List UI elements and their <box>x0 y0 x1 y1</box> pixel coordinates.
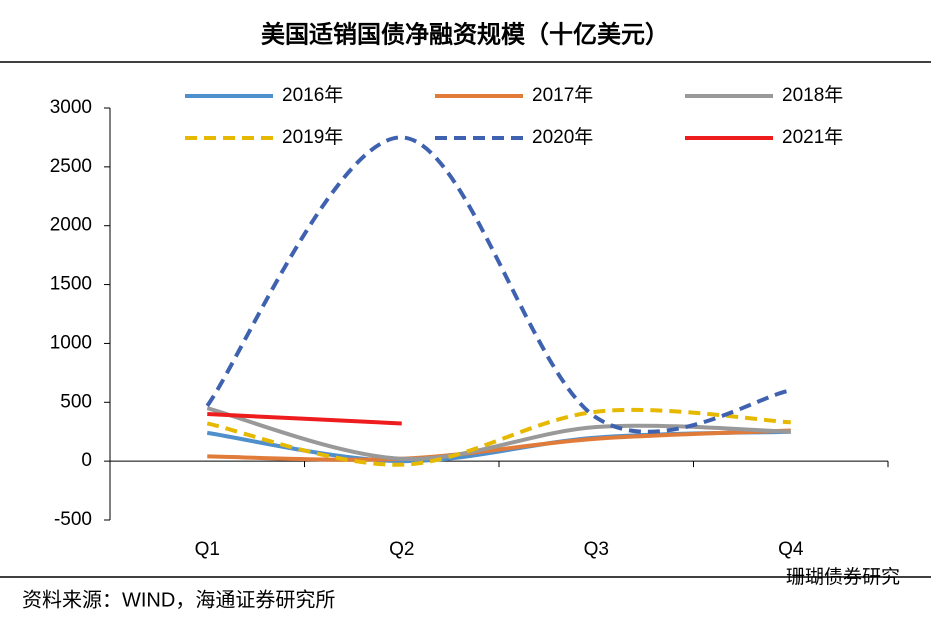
source: 资料来源：WIND，海通证券研究所 <box>22 588 335 611</box>
legend-label: 2018年 <box>782 84 843 106</box>
watermark: 珊瑚债券研究 <box>786 566 900 588</box>
y-tick-label: 2500 <box>50 156 92 177</box>
legend-label: 2016年 <box>282 84 343 106</box>
y-tick-label: 1000 <box>50 332 92 353</box>
y-tick-label: 2000 <box>50 215 92 236</box>
x-tick-label: Q4 <box>778 539 804 560</box>
x-tick-label: Q3 <box>584 539 609 560</box>
y-tick-label: 0 <box>81 450 92 471</box>
y-tick-label: 1500 <box>50 274 92 295</box>
series-line <box>207 412 402 426</box>
y-tick-label: -500 <box>54 509 92 530</box>
x-tick-label: Q1 <box>195 539 220 560</box>
series-line <box>205 135 792 434</box>
series-line <box>206 406 791 461</box>
series-line <box>207 428 791 462</box>
chart-title: 美国适销国债净融资规模（十亿美元） <box>261 20 669 49</box>
legend-label: 2021年 <box>782 126 843 148</box>
y-tick-label: 3000 <box>50 97 92 118</box>
legend-label: 2020年 <box>532 126 593 148</box>
legend-label: 2017年 <box>532 84 593 106</box>
x-tick-label: Q2 <box>389 539 414 560</box>
y-tick-label: 500 <box>60 391 92 412</box>
legend-label: 2019年 <box>282 126 343 148</box>
